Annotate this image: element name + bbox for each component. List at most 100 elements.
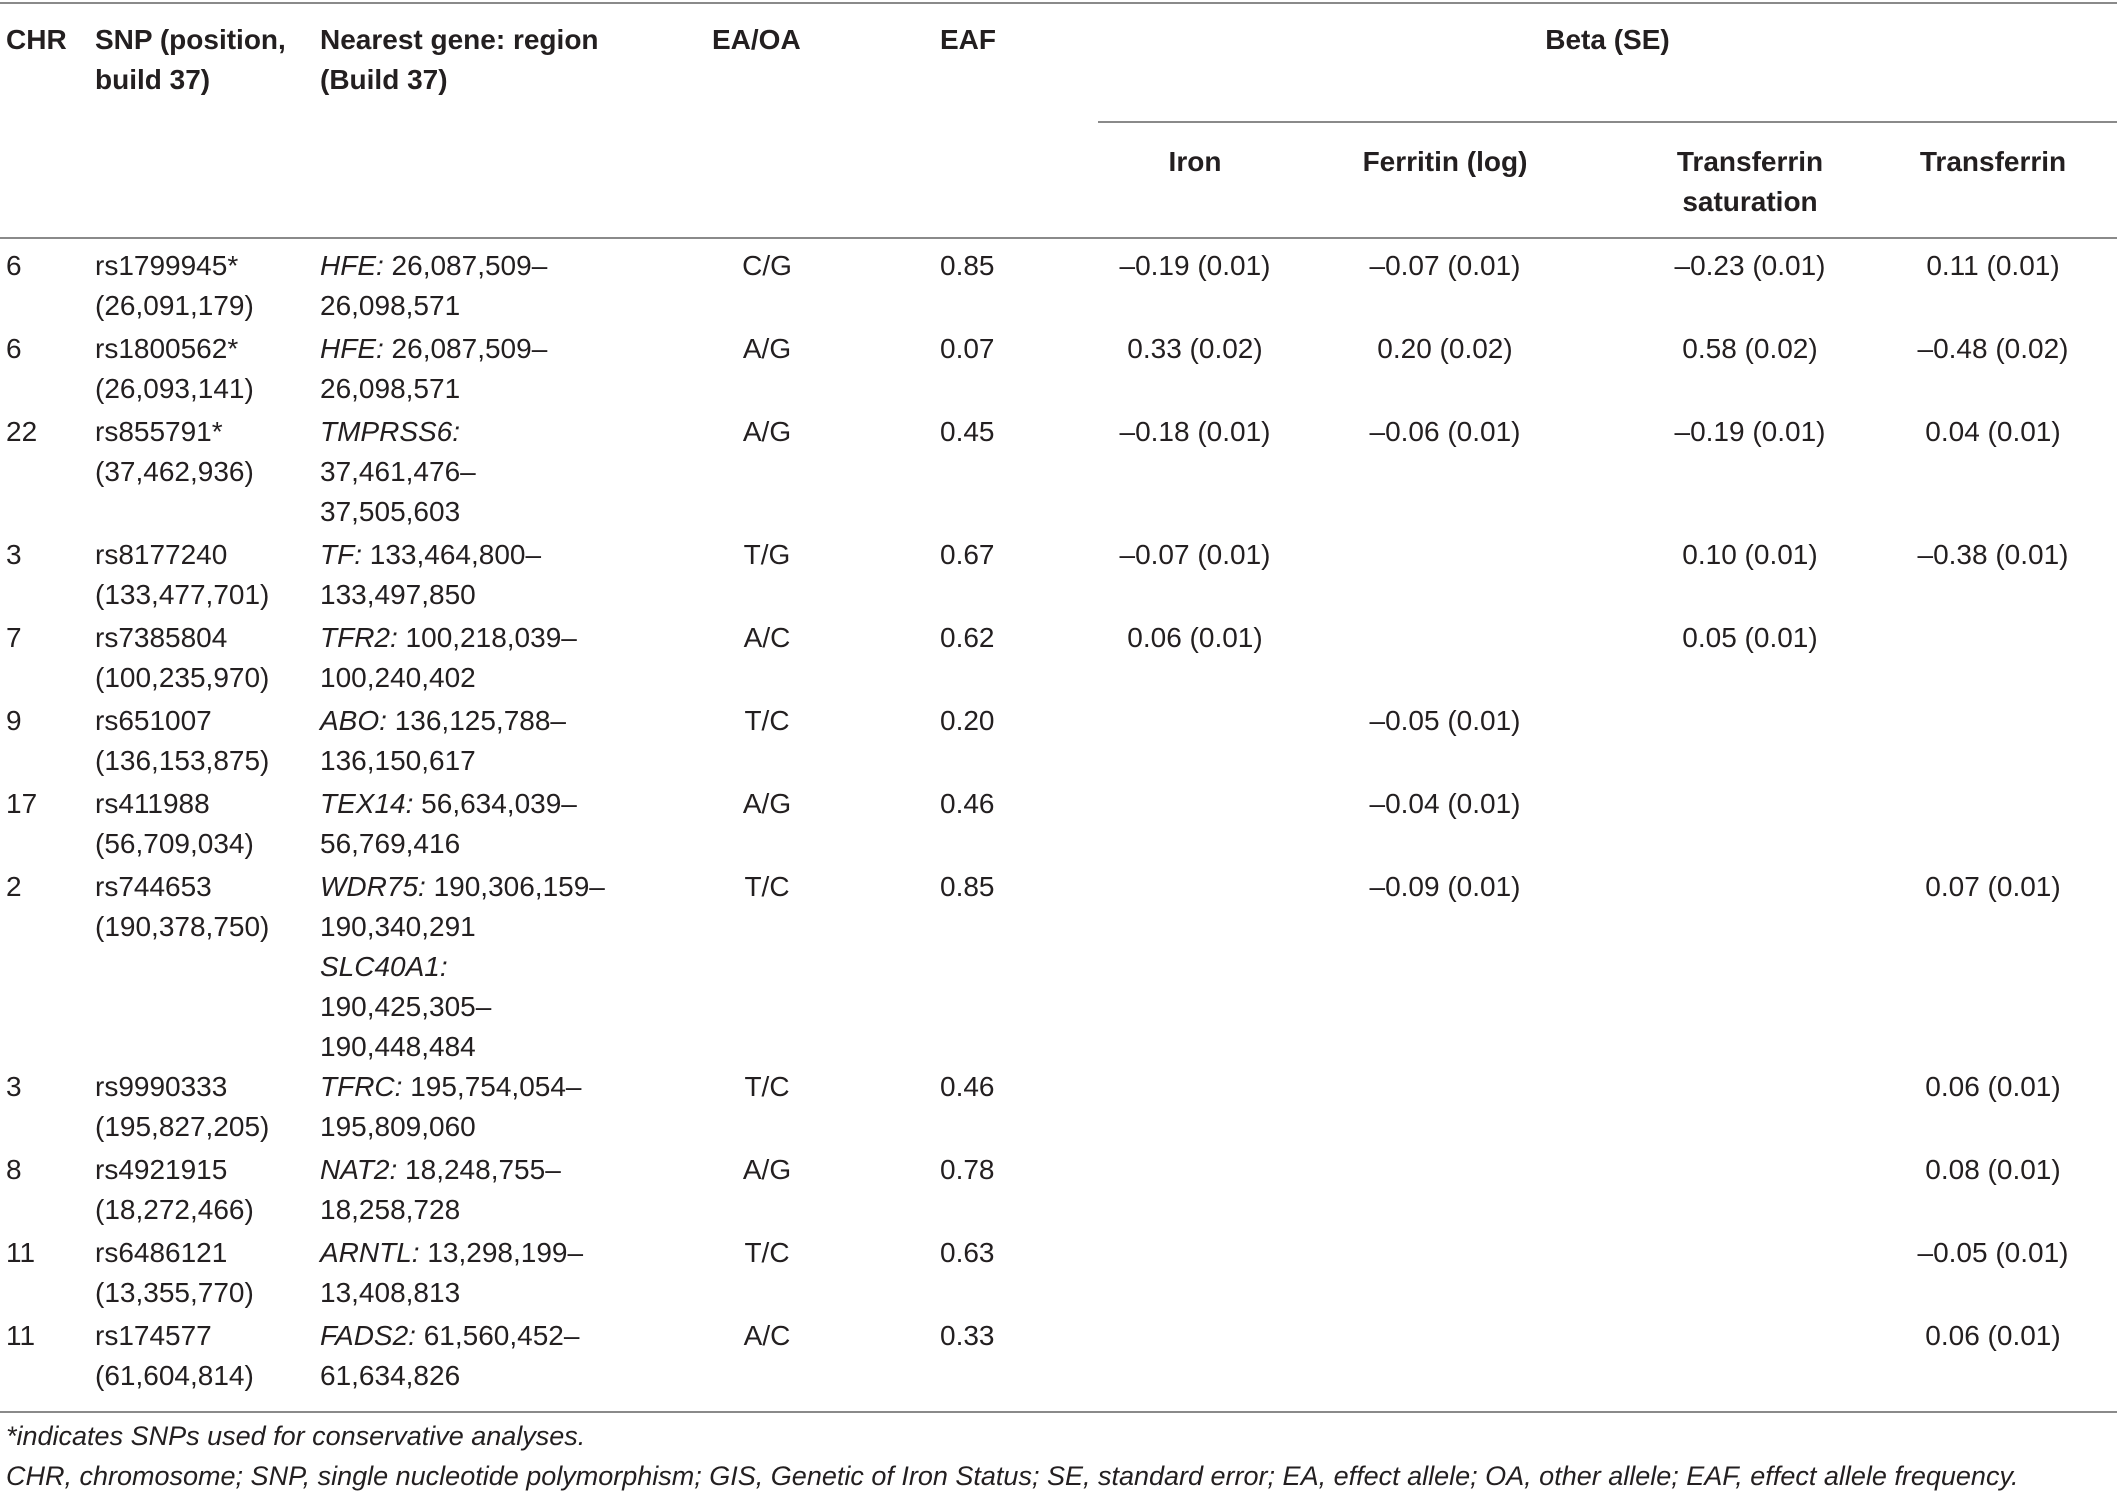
ferritin-beta-cell: 0.20 (0.02) <box>1377 333 1513 364</box>
eaf-cell: 0.46 <box>940 1071 995 1102</box>
gene-region: 100,240,402 <box>320 662 476 693</box>
eaf-cell: 0.85 <box>940 871 995 902</box>
chr-cell: 8 <box>6 1154 22 1185</box>
snp-id: rs651007 <box>95 705 212 736</box>
ea-oa-cell: A/G <box>742 1154 792 1185</box>
nearest-gene-cell: NAT2: 18,248,755– 18,258,728 <box>320 1150 561 1230</box>
tsat-beta-cell: 0.10 (0.01) <box>1682 539 1818 570</box>
gene-name: TFRC: <box>320 1071 403 1102</box>
gene-name: SLC40A1: <box>320 951 448 982</box>
gene-name: ABO: <box>320 705 387 736</box>
chr-cell: 11 <box>6 1237 36 1268</box>
gene-line: TMPRSS6: <box>320 412 476 452</box>
ea-oa-cell: A/G <box>742 788 792 819</box>
nearest-gene-cell: HFE: 26,087,509– 26,098,571 <box>320 246 547 326</box>
snp-cell: rs855791* (37,462,936) <box>95 412 254 492</box>
gene-line: ABO: 136,125,788– <box>320 701 566 741</box>
gene-region: 26,098,571 <box>320 373 461 404</box>
header-tsat-line1: Transferrin <box>1676 146 1824 177</box>
gene-line: TEX14: 56,634,039– <box>320 784 577 824</box>
gene-region: 190,340,291 <box>320 911 476 942</box>
snp-id: rs1799945* <box>95 250 239 281</box>
ea-oa-cell: T/C <box>744 1071 790 1102</box>
header-transferrin: Transferrin <box>1919 146 2067 177</box>
snp-id: rs174577 <box>95 1320 212 1351</box>
tsat-beta-cell: 0.05 (0.01) <box>1682 622 1818 653</box>
snp-position: (26,093,141) <box>95 373 254 404</box>
snp-cell: rs744653 (190,378,750) <box>95 867 269 947</box>
gene-name: FADS2: <box>320 1320 416 1351</box>
gene-region: 136,125,788– <box>386 705 566 736</box>
gene-line: FADS2: 61,560,452– <box>320 1316 579 1356</box>
ea-oa-cell: T/C <box>744 871 790 902</box>
gene-region: 195,809,060 <box>320 1111 476 1142</box>
gene-region: 37,505,603 <box>320 496 461 527</box>
snp-id: rs855791* <box>95 416 223 447</box>
gene-name: HFE: <box>320 333 384 364</box>
nearest-gene-cell: TFRC: 195,754,054– 195,809,060 <box>320 1067 582 1147</box>
transferrin-beta-cell: –0.05 (0.01) <box>1917 1237 2069 1268</box>
nearest-gene-cell: WDR75: 190,306,159– 190,340,291 SLC40A1: 19… <box>320 867 605 1067</box>
snp-cell: rs7385804 (100,235,970) <box>95 618 269 698</box>
eaf-cell: 0.45 <box>940 416 995 447</box>
gene-region: 190,425,305– <box>320 991 492 1022</box>
chr-cell: 6 <box>6 333 22 364</box>
tsat-beta-cell: 0.58 (0.02) <box>1682 333 1818 364</box>
gene-region: 37,461,476– <box>320 456 476 487</box>
header-chr: CHR <box>6 24 67 55</box>
nearest-gene-cell: FADS2: 61,560,452– 61,634,826 <box>320 1316 579 1396</box>
gene-region: 195,754,054– <box>402 1071 582 1102</box>
snp-position: (136,153,875) <box>95 745 270 776</box>
chr-cell: 3 <box>6 539 22 570</box>
gene-region: 136,150,617 <box>320 745 476 776</box>
ea-oa-cell: A/G <box>742 333 792 364</box>
iron-beta-cell: –0.07 (0.01) <box>1119 539 1271 570</box>
header-snp-line2: build 37) <box>95 64 211 95</box>
header-eaf: EAF <box>940 24 996 55</box>
gene-name: HFE: <box>320 250 384 281</box>
header-bottom-rule <box>0 237 2117 239</box>
snp-id: rs7385804 <box>95 622 228 653</box>
snp-position: (133,477,701) <box>95 579 270 610</box>
gene-name: TFR2: <box>320 622 398 653</box>
header-ea-oa: EA/OA <box>712 24 801 55</box>
gene-line: TFRC: 195,754,054– <box>320 1067 582 1107</box>
snp-position: (13,355,770) <box>95 1277 254 1308</box>
ea-oa-cell: T/C <box>744 1237 790 1268</box>
gene-region: 61,634,826 <box>320 1360 461 1391</box>
footnote-abbreviations: CHR, chromosome; SNP, single nucleotide … <box>6 1461 2019 1491</box>
header-tsat-line2: saturation <box>1682 186 1818 217</box>
snp-position: (100,235,970) <box>95 662 270 693</box>
transferrin-beta-cell: 0.06 (0.01) <box>1925 1320 2061 1351</box>
snp-position: (190,378,750) <box>95 911 270 942</box>
snp-cell: rs9990333 (195,827,205) <box>95 1067 269 1147</box>
tsat-beta-cell: –0.19 (0.01) <box>1674 416 1826 447</box>
iron-beta-cell: 0.06 (0.01) <box>1127 622 1263 653</box>
ea-oa-cell: A/C <box>743 1320 791 1351</box>
gene-name: NAT2: <box>320 1154 398 1185</box>
header-iron: Iron <box>1168 146 1222 177</box>
transferrin-beta-cell: 0.07 (0.01) <box>1925 871 2061 902</box>
nearest-gene-cell: TEX14: 56,634,039– 56,769,416 <box>320 784 577 864</box>
ea-oa-cell: A/G <box>742 416 792 447</box>
eaf-cell: 0.46 <box>940 788 995 819</box>
ferritin-beta-cell: –0.05 (0.01) <box>1369 705 1521 736</box>
gene-region: 190,448,484 <box>320 1031 476 1062</box>
header-nearest-gene: Nearest gene: region (Build 37) <box>320 20 599 100</box>
gene-name: WDR75: <box>320 871 426 902</box>
eaf-cell: 0.33 <box>940 1320 995 1351</box>
eaf-cell: 0.85 <box>940 250 995 281</box>
iron-beta-cell: –0.19 (0.01) <box>1119 250 1271 281</box>
gene-region: 56,634,039– <box>413 788 577 819</box>
gene-region: 61,560,452– <box>415 1320 580 1351</box>
snp-id: rs744653 <box>95 871 212 902</box>
gene-region: 26,098,571 <box>320 290 461 321</box>
eaf-cell: 0.07 <box>940 333 995 364</box>
iron-beta-cell: –0.18 (0.01) <box>1119 416 1271 447</box>
gene-region: 133,464,800– <box>362 539 542 570</box>
header-gene-line2: (Build 37) <box>320 64 448 95</box>
snp-cell: rs1799945* (26,091,179) <box>95 246 254 326</box>
gene-name: ARNTL: <box>320 1237 420 1268</box>
gene-line: HFE: 26,087,509– <box>320 329 547 369</box>
snp-id: rs9990333 <box>95 1071 228 1102</box>
